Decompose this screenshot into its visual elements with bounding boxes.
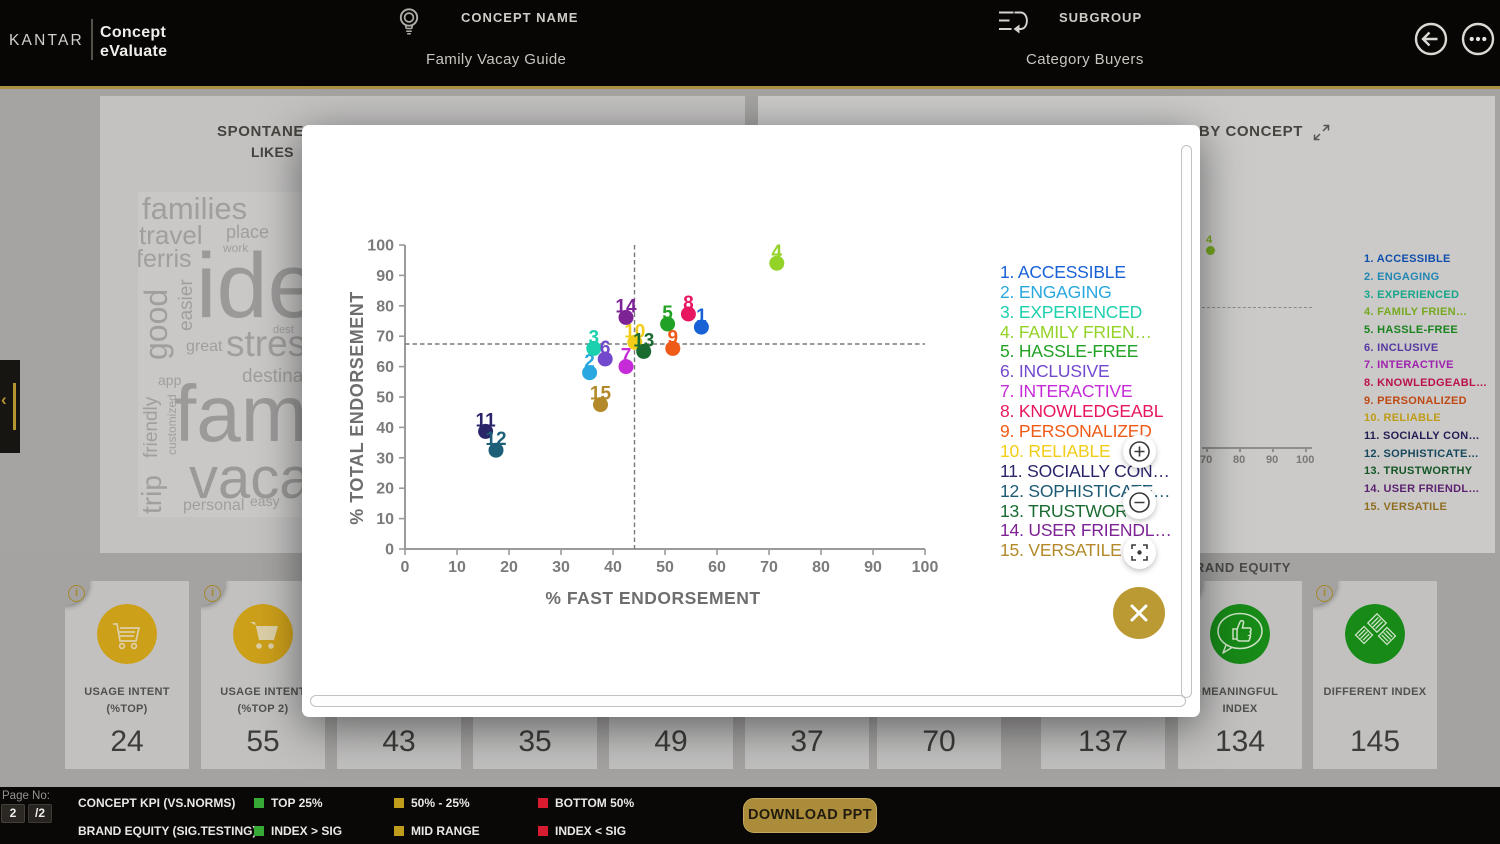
svg-text:80: 80 xyxy=(812,559,830,576)
svg-text:70: 70 xyxy=(376,329,394,346)
svg-text:2: 2 xyxy=(584,352,595,373)
svg-text:15: 15 xyxy=(590,384,612,405)
svg-text:20: 20 xyxy=(500,559,518,576)
svg-text:0: 0 xyxy=(401,559,410,576)
svg-text:20: 20 xyxy=(376,481,394,498)
svg-text:100: 100 xyxy=(912,559,939,576)
svg-text:7: 7 xyxy=(621,346,632,367)
svg-text:50: 50 xyxy=(656,559,674,576)
svg-text:6: 6 xyxy=(600,338,611,359)
svg-text:5: 5 xyxy=(662,303,673,324)
svg-text:4: 4 xyxy=(772,242,783,263)
svg-text:10: 10 xyxy=(376,511,394,528)
svg-text:3: 3 xyxy=(589,327,600,348)
svg-text:9: 9 xyxy=(668,327,679,348)
svg-text:11: 11 xyxy=(476,410,497,431)
svg-text:40: 40 xyxy=(376,420,394,437)
svg-text:14: 14 xyxy=(615,296,637,317)
svg-text:10: 10 xyxy=(448,559,466,576)
svg-text:80: 80 xyxy=(376,298,394,315)
svg-text:13: 13 xyxy=(633,330,654,351)
svg-text:100: 100 xyxy=(367,238,394,255)
svg-text:30: 30 xyxy=(552,559,570,576)
svg-text:% TOTAL ENDORSEMENT: % TOTAL ENDORSEMENT xyxy=(347,291,367,525)
svg-text:60: 60 xyxy=(376,359,394,376)
svg-text:30: 30 xyxy=(376,450,394,467)
svg-text:10: 10 xyxy=(624,321,645,342)
svg-text:1: 1 xyxy=(696,306,707,327)
svg-text:50: 50 xyxy=(376,390,394,407)
svg-text:60: 60 xyxy=(708,559,726,576)
svg-text:12: 12 xyxy=(485,429,506,450)
svg-text:% FAST ENDORSEMENT: % FAST ENDORSEMENT xyxy=(545,588,760,608)
svg-text:8: 8 xyxy=(683,293,694,314)
svg-text:90: 90 xyxy=(864,559,882,576)
svg-text:90: 90 xyxy=(376,268,394,285)
svg-text:0: 0 xyxy=(385,542,394,559)
svg-text:40: 40 xyxy=(604,559,622,576)
svg-text:70: 70 xyxy=(760,559,778,576)
